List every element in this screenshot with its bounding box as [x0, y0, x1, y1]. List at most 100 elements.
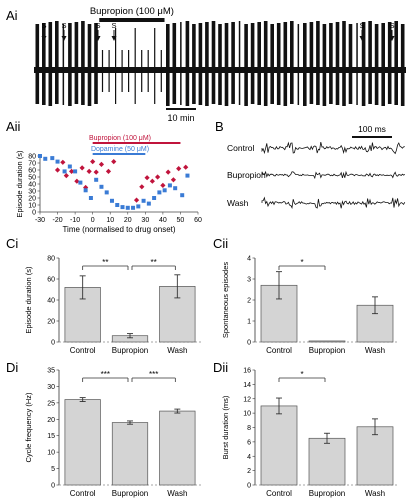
- data-point-bupropion: [133, 197, 140, 203]
- episode-burst: [160, 50, 162, 92]
- event-marker-label: S: [389, 21, 394, 30]
- y-tick-label: 1: [247, 319, 251, 326]
- episode-burst: [211, 21, 216, 104]
- y-tick-label: 40: [28, 182, 36, 189]
- episode-burst: [192, 24, 196, 104]
- panel-label-di: Di: [6, 360, 18, 375]
- data-point-dopamine: [131, 205, 136, 210]
- data-point-dopamine: [83, 188, 88, 193]
- data-point-bupropion: [69, 168, 75, 174]
- x-tick-label: 40: [159, 217, 167, 224]
- episode-burst: [205, 22, 209, 106]
- category-label: Control: [266, 346, 292, 355]
- y-tick-label: 4: [247, 454, 251, 461]
- data-point-bupropion: [165, 169, 171, 175]
- event-marker-label: S: [359, 21, 364, 30]
- category-label: Wash: [167, 489, 187, 498]
- y-tick-label: 0: [32, 210, 36, 217]
- y-tick-label: 80: [28, 154, 36, 161]
- event-marker-label: S: [111, 21, 116, 30]
- data-point-bupropion: [111, 159, 117, 165]
- episode-burst: [381, 23, 385, 106]
- data-point-dopamine: [173, 186, 178, 191]
- panel-label-dii: Dii: [213, 360, 228, 375]
- voltage-trace: [261, 196, 406, 209]
- y-tick-label: 14: [243, 382, 251, 389]
- category-label: Bupropion: [112, 489, 148, 498]
- data-point-bupropion: [170, 177, 177, 183]
- event-marker-arrowhead: [359, 36, 365, 41]
- episode-burst: [348, 24, 353, 104]
- x-tick-label: -10: [70, 217, 80, 224]
- data-point-bupropion: [149, 178, 155, 184]
- data-point-bupropion: [60, 159, 66, 165]
- bar: [308, 437, 346, 486]
- episode-burst: [290, 21, 294, 104]
- category-label: Bupropion: [309, 489, 345, 498]
- event-marker-arrowhead: [389, 36, 395, 41]
- trace-label: Wash: [227, 198, 249, 208]
- episode-burst: [108, 50, 110, 92]
- bar: [64, 399, 101, 486]
- y-tick-label: 2: [247, 468, 251, 475]
- panel-di-bar-chart: 0 5 10 15 20 25 30 35 Cycle frequency (Hz) Contro…: [24, 368, 201, 498]
- episode-burst: [87, 24, 92, 106]
- episode-burst: [394, 21, 398, 105]
- event-marker-label: S: [61, 21, 66, 30]
- panel-ci-bar-chart: 0 20 40 60 80 Episode duration (s) Control Bupr…: [24, 256, 201, 355]
- data-point-dopamine: [38, 154, 42, 158]
- panel-label-b: B: [215, 119, 224, 134]
- data-point-bupropion: [79, 165, 85, 171]
- data-point-dopamine: [120, 205, 125, 210]
- episode-burst: [270, 24, 274, 104]
- data-point-dopamine: [115, 203, 120, 207]
- episode-burst: [329, 23, 333, 104]
- data-point-bupropion: [54, 167, 61, 173]
- significance-label: ***: [149, 370, 158, 379]
- drug-application-bar: [99, 18, 165, 22]
- episode-burst: [374, 24, 379, 105]
- data-point-bupropion: [160, 182, 166, 188]
- episode-burst: [42, 23, 46, 105]
- episode-burst: [81, 21, 85, 105]
- episode-burst: [94, 23, 98, 104]
- y-tick-label: 30: [28, 189, 36, 196]
- bar: [260, 405, 298, 486]
- data-point-dopamine: [104, 190, 109, 195]
- episode-burst: [342, 21, 346, 106]
- category-label: Bupropion: [112, 346, 148, 355]
- event-marker-label: S: [95, 21, 100, 30]
- bar: [356, 426, 394, 486]
- y-tick-label: 60: [47, 277, 55, 284]
- episode-burst: [62, 24, 65, 105]
- data-point-dopamine: [167, 183, 172, 188]
- category-label: Bupropion: [309, 346, 345, 355]
- data-point-bupropion: [98, 161, 105, 167]
- y-tick-label: 3: [247, 277, 251, 284]
- episode-burst: [361, 22, 366, 106]
- y-tick-label: 80: [47, 256, 55, 263]
- y-tick-label: 0: [51, 340, 55, 347]
- episode-burst: [68, 23, 72, 106]
- data-point-dopamine: [141, 198, 146, 203]
- episode-burst: [335, 22, 340, 105]
- y-axis-label: Burst duration (ms): [221, 395, 230, 459]
- episode-burst: [198, 23, 203, 105]
- data-point-bupropion: [155, 174, 161, 180]
- y-tick-label: 10: [47, 450, 55, 457]
- x-axis-label: Time (normalised to drug onset): [62, 225, 175, 234]
- panel-label-aii: Aii: [6, 119, 21, 134]
- episode-burst: [101, 50, 104, 92]
- y-tick-label: 60: [28, 168, 36, 175]
- y-tick-label: 0: [247, 340, 251, 347]
- episode-burst: [356, 23, 358, 105]
- episode-burst: [147, 50, 149, 92]
- episode-burst: [115, 28, 117, 104]
- y-tick-label: 0: [247, 483, 251, 490]
- data-point-bupropion: [144, 175, 150, 181]
- data-point-dopamine: [43, 156, 48, 161]
- x-tick-label: 0: [91, 217, 95, 224]
- voltage-trace: [261, 170, 406, 180]
- bar: [159, 410, 196, 486]
- data-point-dopamine: [136, 204, 141, 209]
